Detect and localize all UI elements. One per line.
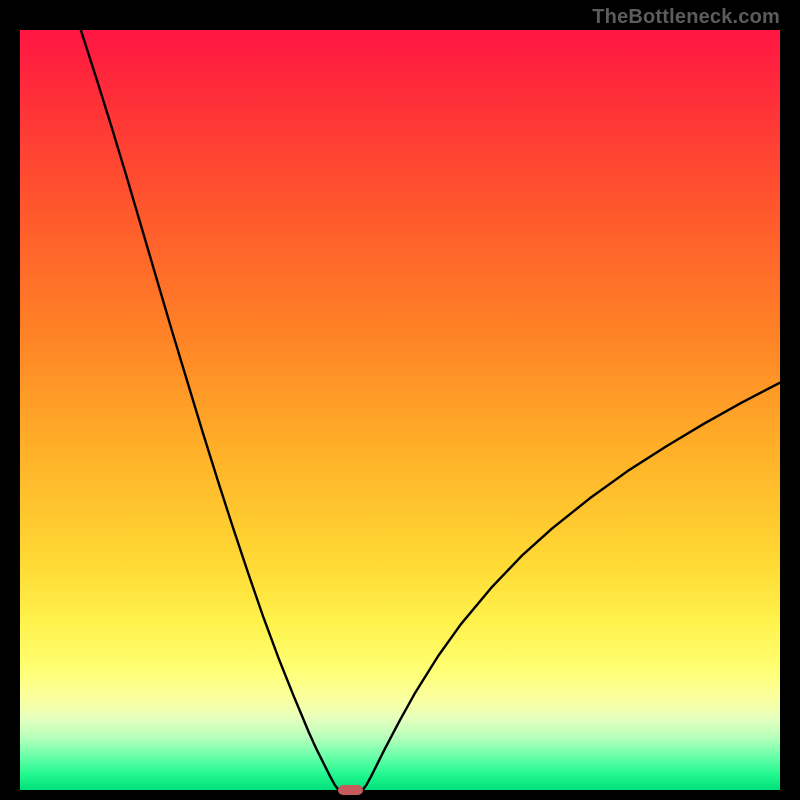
optimal-marker	[338, 785, 362, 795]
curve-path	[81, 30, 780, 790]
bottleneck-curve	[20, 30, 780, 790]
chart-frame: TheBottleneck.com	[0, 0, 800, 800]
watermark-text: TheBottleneck.com	[592, 6, 780, 29]
plot-area	[20, 30, 780, 790]
